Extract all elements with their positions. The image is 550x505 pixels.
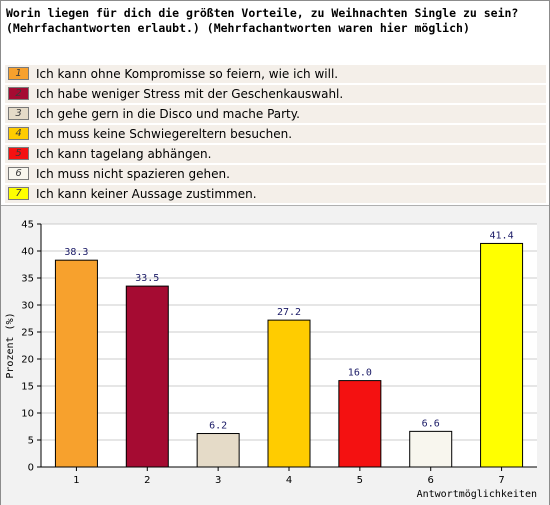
question-line-2: (Mehrfachantworten erlaubt.) (Mehrfachan… <box>6 21 470 35</box>
legend-number-4: 4 <box>15 128 22 139</box>
bar-1 <box>54 259 98 468</box>
legend-item-2: 2 Ich habe weniger Stress mit der Gesche… <box>5 85 546 103</box>
legend-label-5: Ich kann tagelang abhängen. <box>36 147 212 161</box>
legend-number-2: 2 <box>15 88 22 99</box>
x-tick-label: 1 <box>73 475 79 486</box>
legend-swatch-7: 7 <box>8 187 29 200</box>
bar-6 <box>409 430 453 468</box>
bar-3 <box>196 433 240 468</box>
x-tick-label: 5 <box>357 475 363 486</box>
legend-item-7: 7 Ich kann keiner Aussage zustimmen. <box>5 185 546 203</box>
legend-number-3: 3 <box>15 108 22 119</box>
bar-7 <box>480 242 524 468</box>
data-label: 38.3 <box>64 247 88 258</box>
legend-item-6: 6 Ich muss nicht spazieren gehen. <box>5 165 546 183</box>
y-tick-label: 35 <box>21 274 34 285</box>
y-tick-label: 10 <box>21 409 34 420</box>
data-label: 6.2 <box>209 421 227 432</box>
legend-label-6: Ich muss nicht spazieren gehen. <box>36 167 230 181</box>
y-tick-label: 0 <box>28 463 34 474</box>
legend-label-4: Ich muss keine Schwiegereltern besuchen. <box>36 127 293 141</box>
legend-number-7: 7 <box>15 188 22 199</box>
legend-swatch-2: 2 <box>8 87 29 100</box>
legend-item-4: 4 Ich muss keine Schwiegereltern besuche… <box>5 125 546 143</box>
y-tick-label: 30 <box>21 301 34 312</box>
y-tick-label: 15 <box>21 382 34 393</box>
chart-area: 0 5 10 15 20 25 30 35 40 45 38.3 1 33.5 2 6.2 3 27.2 4 16.… <box>1 205 549 505</box>
legend-item-1: 1 Ich kann ohne Kompromisse so feiern, w… <box>5 65 546 83</box>
y-tick-label: 45 <box>21 220 34 231</box>
legend-swatch-3: 3 <box>8 107 29 120</box>
x-tick-label: 2 <box>144 475 150 486</box>
bar-5 <box>338 380 382 468</box>
y-tick-label: 5 <box>28 436 34 447</box>
x-axis-title: Antwortmöglichkeiten <box>417 489 537 500</box>
data-label: 6.6 <box>422 418 440 429</box>
x-tick-label: 6 <box>428 475 434 486</box>
legend-number-6: 6 <box>15 168 22 179</box>
y-tick-label: 25 <box>21 328 34 339</box>
legend-label-3: Ich gehe gern in die Disco und mache Par… <box>36 107 300 121</box>
legend-number-1: 1 <box>15 68 22 79</box>
legend-label-7: Ich kann keiner Aussage zustimmen. <box>36 187 257 201</box>
legend-swatch-6: 6 <box>8 167 29 180</box>
question-line-1: Worin liegen für dich die größten Vortei… <box>6 6 519 20</box>
legend-item-3: 3 Ich gehe gern in die Disco und mache P… <box>5 105 546 123</box>
x-tick-label: 4 <box>286 475 292 486</box>
data-label: 27.2 <box>277 307 301 318</box>
data-label: 41.4 <box>490 230 514 241</box>
legend-item-5: 5 Ich kann tagelang abhängen. <box>5 145 546 163</box>
x-tick-label: 3 <box>215 475 221 486</box>
y-tick-label: 40 <box>21 247 34 258</box>
question-title: Worin liegen für dich die größten Vortei… <box>6 6 546 36</box>
data-label: 33.5 <box>135 273 159 284</box>
y-axis-title: Prozent (%) <box>5 312 16 378</box>
data-label: 16.0 <box>348 368 372 379</box>
legend-label-1: Ich kann ohne Kompromisse so feiern, wie… <box>36 67 339 81</box>
legend-number-5: 5 <box>15 148 22 159</box>
y-tick-label: 20 <box>21 355 34 366</box>
legend-label-2: Ich habe weniger Stress mit der Geschenk… <box>36 87 344 101</box>
legend-swatch-1: 1 <box>8 67 29 80</box>
legend-swatch-4: 4 <box>8 127 29 140</box>
legend-swatch-5: 5 <box>8 147 29 160</box>
bar-chart: 0 5 10 15 20 25 30 35 40 45 38.3 1 33.5 2 6.2 3 27.2 4 16.… <box>5 220 537 500</box>
answer-legend: 1 Ich kann ohne Kompromisse so feiern, w… <box>5 65 546 205</box>
x-tick-label: 7 <box>498 475 504 486</box>
bar-2 <box>125 285 169 468</box>
bar-4 <box>267 319 311 468</box>
